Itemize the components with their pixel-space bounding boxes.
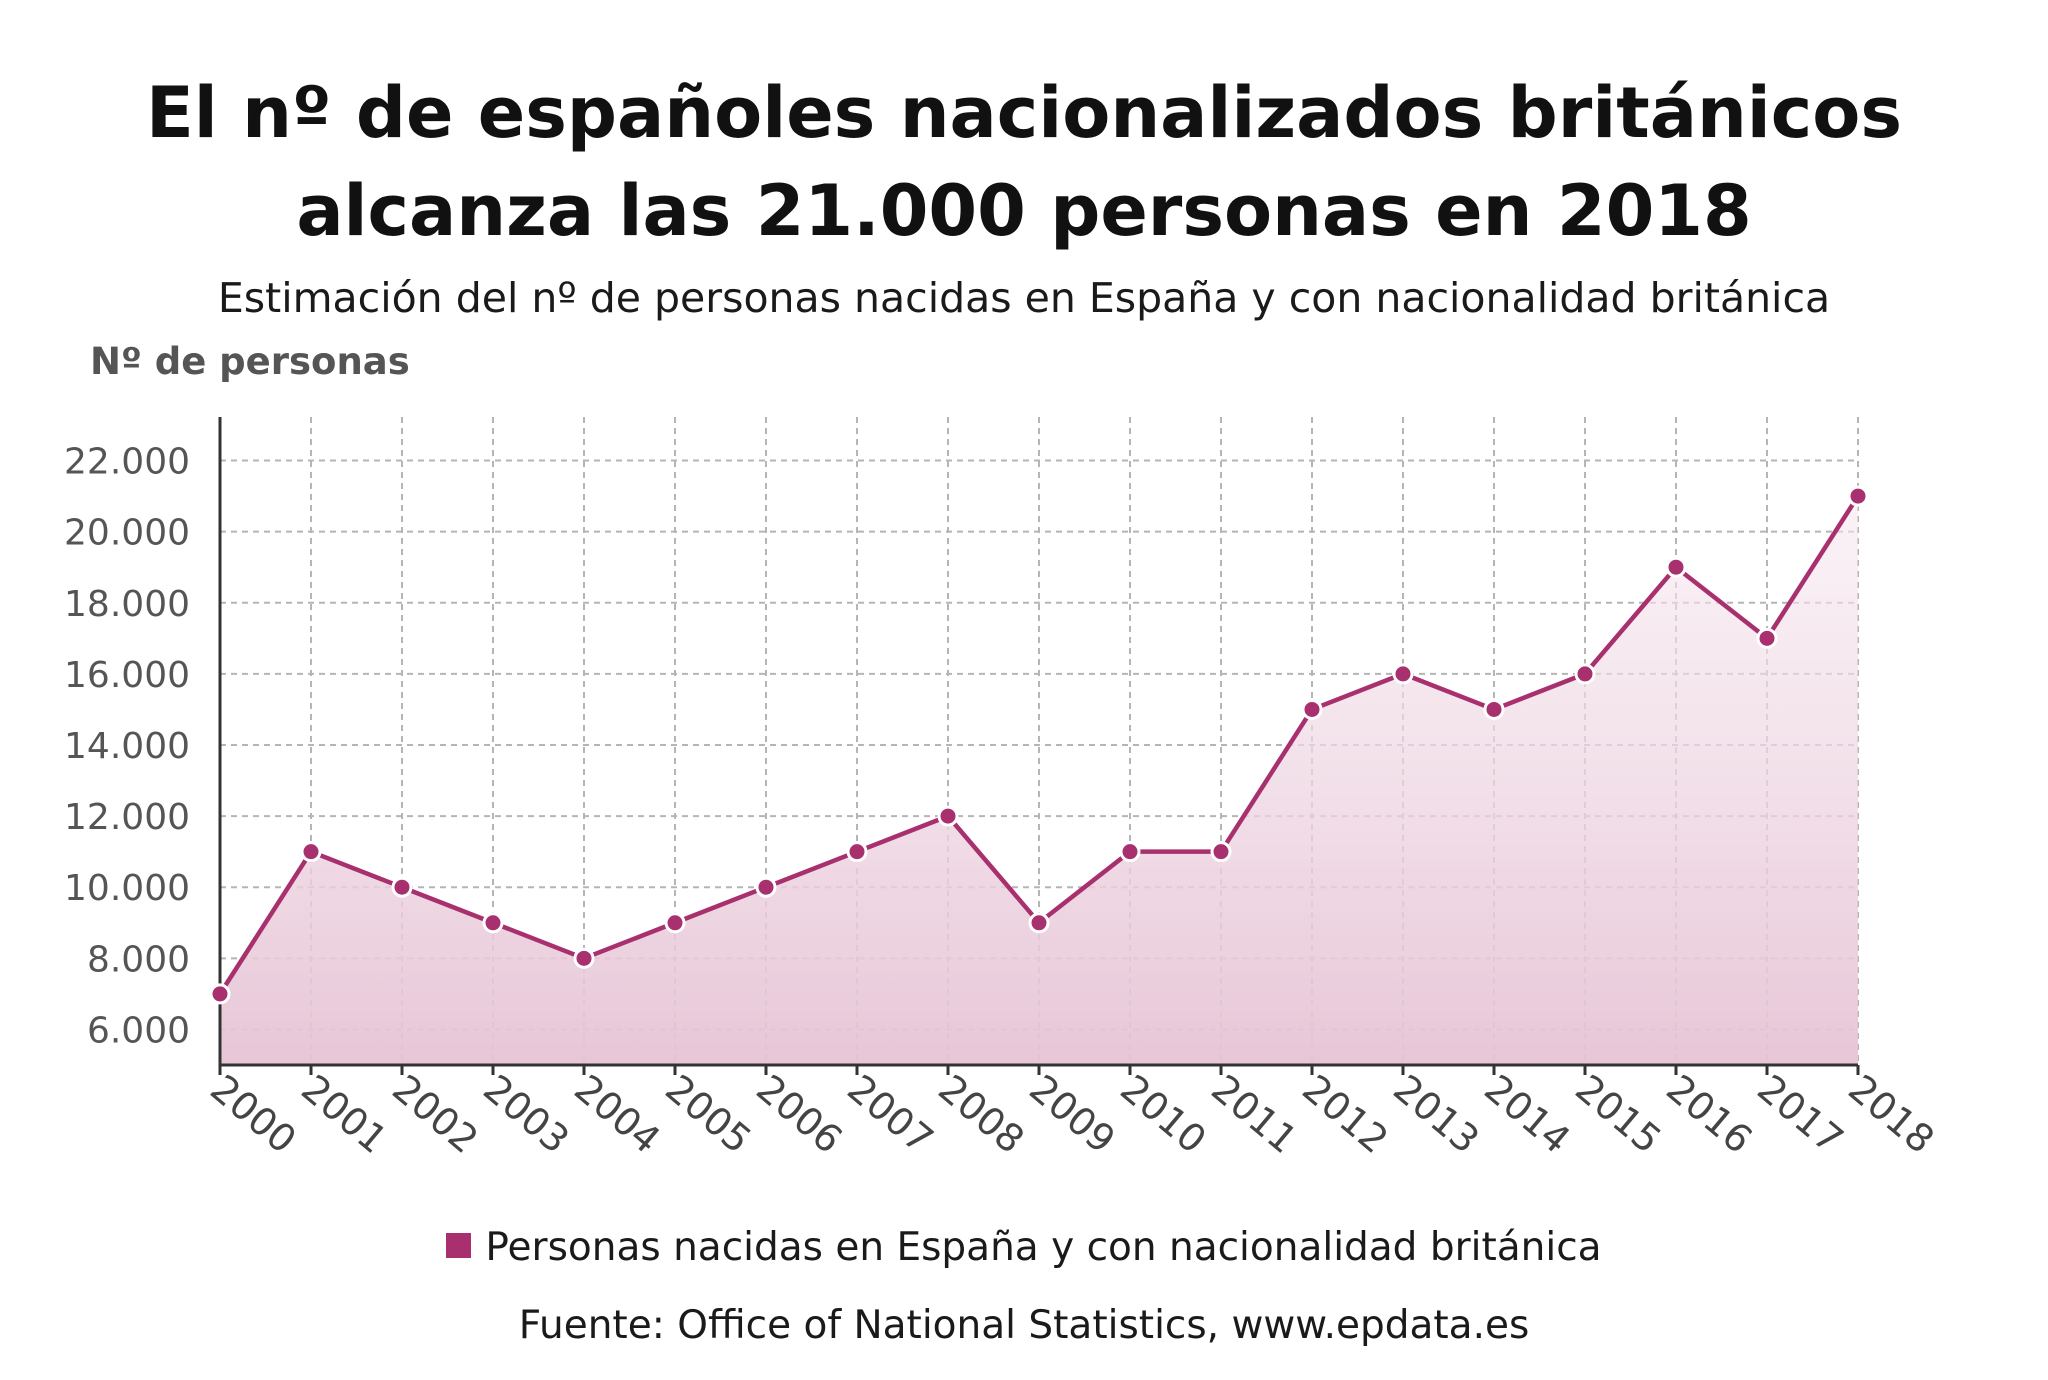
x-tick-label: 2018 xyxy=(1840,1066,1942,1162)
data-point xyxy=(482,912,504,934)
x-tick-label: 2017 xyxy=(1749,1066,1851,1162)
data-point xyxy=(1574,663,1596,685)
y-tick-labels: 6.000 8.000 10.000 12.000 14.000 16.000 18.000… xyxy=(64,442,190,1052)
area-fill xyxy=(220,496,1858,1066)
x-tick-label: 2000 xyxy=(202,1066,304,1162)
chart-title-line-2: alcanza las 21.000 personas en 2018 xyxy=(296,170,1752,252)
x-tick-label: 2015 xyxy=(1567,1066,1669,1162)
data-point xyxy=(1847,485,1869,507)
y-tick-label: 20.000 xyxy=(64,513,190,554)
data-point xyxy=(846,841,868,863)
data-point xyxy=(1483,698,1505,720)
data-points xyxy=(209,485,1869,1005)
x-tick-label: 2003 xyxy=(475,1066,577,1162)
data-point xyxy=(1119,841,1141,863)
x-tick-label: 2005 xyxy=(657,1066,759,1162)
x-tick-label: 2006 xyxy=(748,1066,850,1162)
x-tick-label: 2012 xyxy=(1294,1066,1396,1162)
data-point xyxy=(1210,841,1232,863)
x-tick-label: 2010 xyxy=(1112,1066,1214,1162)
data-point xyxy=(300,841,322,863)
y-tick-label: 18.000 xyxy=(64,584,190,625)
data-point xyxy=(1665,556,1687,578)
y-axis-label: Nº de personas xyxy=(90,340,410,383)
x-tick-label: 2001 xyxy=(293,1066,395,1162)
data-point xyxy=(664,912,686,934)
line-chart: Nº de personas 6.000 8.000 10.000 12.000 14.… xyxy=(64,340,1943,1162)
data-point xyxy=(1028,912,1050,934)
chart-title-line-1: El nº de españoles nacionalizados britán… xyxy=(145,72,1903,154)
x-tick-label: 2008 xyxy=(930,1066,1032,1162)
y-tick-label: 10.000 xyxy=(64,868,190,909)
x-tick-label: 2009 xyxy=(1021,1066,1123,1162)
y-tick-label: 22.000 xyxy=(64,442,190,483)
data-point xyxy=(1392,663,1414,685)
data-point xyxy=(755,876,777,898)
x-tick-labels: 2000200120022003200420052006200720082009… xyxy=(202,1066,1942,1162)
data-point xyxy=(391,876,413,898)
chart-title: El nº de españoles nacionalizados britán… xyxy=(0,64,2048,260)
legend: Personas nacidas en España y con naciona… xyxy=(0,1222,2048,1274)
x-tick-label: 2002 xyxy=(384,1066,486,1162)
chart-subtitle: Estimación del nº de personas nacidas en… xyxy=(217,274,1831,322)
x-tick-label: 2013 xyxy=(1385,1066,1487,1162)
x-tick-label: 2014 xyxy=(1476,1066,1578,1162)
y-tick-label: 14.000 xyxy=(64,726,190,767)
y-tick-label: 6.000 xyxy=(87,1010,190,1051)
x-tick-label: 2011 xyxy=(1203,1066,1305,1162)
data-point xyxy=(573,947,595,969)
data-point xyxy=(1756,627,1778,649)
data-point xyxy=(1301,698,1323,720)
y-tick-label: 16.000 xyxy=(64,655,190,696)
x-tick-label: 2007 xyxy=(839,1066,941,1162)
legend-label: Personas nacidas en España y con naciona… xyxy=(485,1225,1602,1270)
y-tick-label: 8.000 xyxy=(87,939,190,980)
axes xyxy=(218,417,1860,1075)
x-tick-label: 2004 xyxy=(566,1066,668,1162)
legend-swatch xyxy=(446,1233,472,1258)
x-tick-label: 2016 xyxy=(1658,1066,1760,1162)
source-note: Fuente: Office of National Statistics, w… xyxy=(518,1303,1530,1348)
data-point xyxy=(937,805,959,827)
y-tick-label: 12.000 xyxy=(64,797,190,838)
data-point xyxy=(209,983,231,1005)
